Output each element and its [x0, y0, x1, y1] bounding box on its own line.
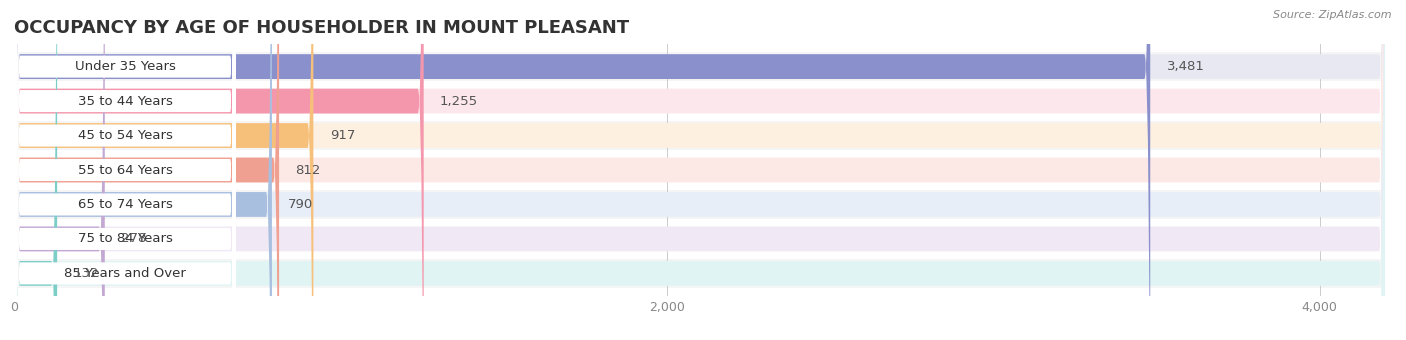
FancyBboxPatch shape — [14, 0, 271, 340]
FancyBboxPatch shape — [14, 224, 1385, 253]
Text: 812: 812 — [295, 164, 321, 176]
Text: OCCUPANCY BY AGE OF HOUSEHOLDER IN MOUNT PLEASANT: OCCUPANCY BY AGE OF HOUSEHOLDER IN MOUNT… — [14, 19, 630, 37]
FancyBboxPatch shape — [14, 0, 1385, 340]
FancyBboxPatch shape — [14, 190, 1385, 219]
Text: 278: 278 — [121, 233, 146, 245]
Text: 85 Years and Over: 85 Years and Over — [65, 267, 186, 280]
FancyBboxPatch shape — [14, 0, 1150, 340]
FancyBboxPatch shape — [14, 0, 58, 340]
FancyBboxPatch shape — [14, 0, 314, 340]
Text: 75 to 84 Years: 75 to 84 Years — [77, 233, 173, 245]
Text: Under 35 Years: Under 35 Years — [75, 60, 176, 73]
FancyBboxPatch shape — [14, 0, 1385, 340]
FancyBboxPatch shape — [14, 87, 1385, 116]
Text: 132: 132 — [73, 267, 98, 280]
FancyBboxPatch shape — [14, 0, 236, 340]
Text: 3,481: 3,481 — [1167, 60, 1205, 73]
FancyBboxPatch shape — [14, 52, 1385, 81]
Text: 35 to 44 Years: 35 to 44 Years — [77, 95, 173, 107]
FancyBboxPatch shape — [14, 0, 236, 340]
Text: 45 to 54 Years: 45 to 54 Years — [77, 129, 173, 142]
Text: 1,255: 1,255 — [440, 95, 478, 107]
Text: Source: ZipAtlas.com: Source: ZipAtlas.com — [1274, 10, 1392, 20]
FancyBboxPatch shape — [14, 0, 278, 340]
Text: 790: 790 — [288, 198, 314, 211]
Text: 65 to 74 Years: 65 to 74 Years — [77, 198, 173, 211]
FancyBboxPatch shape — [14, 259, 1385, 288]
FancyBboxPatch shape — [14, 0, 1385, 340]
FancyBboxPatch shape — [14, 0, 105, 340]
FancyBboxPatch shape — [14, 0, 236, 340]
FancyBboxPatch shape — [14, 0, 1385, 340]
FancyBboxPatch shape — [14, 0, 236, 340]
FancyBboxPatch shape — [14, 0, 1385, 340]
FancyBboxPatch shape — [14, 0, 423, 340]
Text: 55 to 64 Years: 55 to 64 Years — [77, 164, 173, 176]
FancyBboxPatch shape — [14, 0, 236, 340]
FancyBboxPatch shape — [14, 0, 1385, 340]
FancyBboxPatch shape — [14, 121, 1385, 150]
FancyBboxPatch shape — [14, 0, 1385, 340]
Text: 917: 917 — [329, 129, 356, 142]
FancyBboxPatch shape — [14, 0, 236, 340]
FancyBboxPatch shape — [14, 155, 1385, 185]
FancyBboxPatch shape — [14, 0, 236, 340]
